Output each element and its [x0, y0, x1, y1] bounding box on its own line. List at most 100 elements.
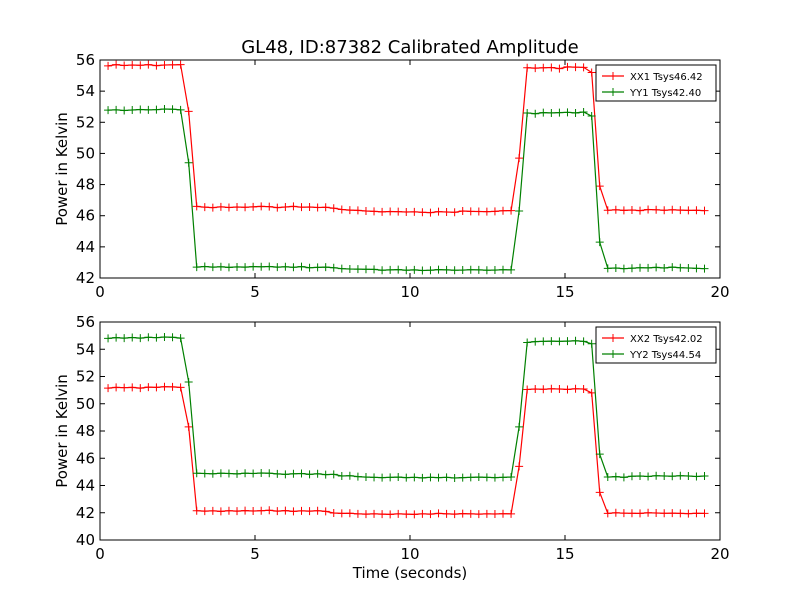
chart1-y-tick-label: 50 [76, 144, 95, 162]
chart2-series-2-point [676, 471, 685, 480]
chart1-series-2-point [555, 108, 564, 117]
chart1-series-1-point [450, 208, 459, 217]
chart2-series-1-point [539, 385, 548, 394]
chart1-series-2-point [394, 265, 403, 274]
chart1-series-1-point [668, 205, 677, 214]
chart2-series-2-point [224, 469, 233, 478]
chart1-series-1-point [563, 62, 572, 71]
chart2-series-1-point [233, 507, 242, 516]
chart2-series-1-point [152, 383, 161, 392]
chart2-legend-marker-1 [609, 334, 617, 342]
chart1-series-2-point [192, 263, 201, 272]
chart2-series-1-point [410, 510, 419, 519]
chart1-y-tick-label: 54 [76, 82, 95, 100]
chart2-series-2-point [184, 377, 193, 386]
chart1-series-1-point [603, 206, 612, 215]
chart1-y-tick-label: 46 [76, 207, 95, 225]
chart2-series-2-point [216, 469, 225, 478]
chart1-series-1-point [313, 203, 322, 212]
chart1-series-1-point [571, 63, 580, 72]
chart2-series-2-point [152, 333, 161, 342]
chart2-series-1-point [249, 506, 258, 515]
chart2-series-1-point [563, 385, 572, 394]
chart1-series-2-point [249, 262, 258, 271]
chart2-series-1-point [700, 509, 709, 518]
chart1-series-1-point [523, 63, 532, 72]
chart2-series-1-point [619, 509, 628, 518]
chart2-series-2-point [507, 473, 516, 482]
chart1-series-2-point [563, 108, 572, 117]
chart2-series-2-point [603, 473, 612, 482]
chart2-series-2-point [579, 337, 588, 346]
chart2-series-1-point [523, 385, 532, 394]
chart2-series-1-point [112, 383, 121, 392]
chart1-series-1-point [144, 60, 153, 69]
chart1-series-2-point [652, 263, 661, 272]
chart1-series-1-point [539, 63, 548, 72]
chart1-x-tick-label: 5 [250, 283, 260, 301]
chart2-series-1-point [361, 510, 370, 519]
chart1-series-1-point [627, 205, 636, 214]
chart1-series-2-point [224, 263, 233, 272]
chart1-series-2-point [120, 106, 129, 115]
chart2-series-1-point [652, 509, 661, 518]
chart1-x-tick-label: 20 [710, 283, 729, 301]
chart2-series-2-point [571, 336, 580, 345]
chart1-series-1-point [257, 202, 266, 211]
chart2-x-tick-label: 20 [710, 545, 729, 563]
chart1-series-1-point [192, 202, 201, 211]
chart2-series-1-point [668, 509, 677, 518]
chart2-series-1-point [289, 507, 298, 516]
chart2-legend-label-1: XX2 Tsys42.02 [630, 334, 703, 345]
chart2-series-1-point [555, 385, 564, 394]
chart2-series-1-point [144, 383, 153, 392]
chart2-series-2-point [499, 473, 507, 482]
chart1-series-2-point [636, 263, 645, 272]
chart2-series-1-point [579, 385, 588, 394]
chart2-series-2-point [104, 334, 113, 343]
chart2-series-2-point [482, 473, 491, 482]
chart2-series-1-point [305, 507, 314, 516]
chart2-series-2-point [474, 473, 483, 482]
chart2-series-2-point [273, 469, 282, 478]
chart1-series-2-point [273, 263, 282, 272]
chart1-series-1-point [490, 207, 499, 216]
chart1-series-1-point [112, 60, 121, 69]
chart2-series-1-point [104, 384, 113, 393]
chart1-series-1-point [515, 154, 524, 163]
chart1-legend-marker-2 [609, 88, 617, 96]
chart1-series-2-point [418, 266, 427, 275]
chart2-series-1-point [281, 506, 290, 515]
chart1-series-2-point [386, 265, 395, 274]
chart2-series-1-point [482, 509, 491, 518]
chart1-series-1-point [160, 60, 169, 69]
chart2-series-1-point [402, 510, 411, 519]
chart1-legend-label-1: XX1 Tsys46.42 [630, 72, 703, 83]
chart2-series-1-point [200, 507, 209, 516]
chart1-series-1-point [410, 207, 419, 216]
chart1-series-1-point [499, 206, 507, 215]
chart1-series-2-point [619, 264, 628, 273]
chart2-series-1-point [547, 384, 556, 393]
chart1-series-1-point [676, 206, 685, 215]
chart1-series-1-point [660, 206, 669, 215]
chart2-series-2-point [660, 471, 669, 480]
chart2-series-2-point [539, 337, 548, 346]
chart1-series-1-point [337, 205, 346, 214]
chart2-series-2-point [112, 333, 121, 342]
chart2-series-2-point [265, 469, 274, 478]
chart1-x-tick-label: 15 [555, 283, 574, 301]
chart1-series-2-point [361, 265, 370, 274]
chart1-series-1-point [289, 202, 298, 211]
chart2-series-2-point [160, 332, 169, 341]
chart2-series-1-point [571, 384, 580, 393]
chart2-y-axis-label: Power in Kelvin [53, 374, 71, 488]
chart1-series-1-point [120, 61, 129, 70]
chart2-series-2-point [627, 472, 636, 481]
chart2-series-2-point [353, 472, 362, 481]
chart2-series-1-point [386, 510, 395, 519]
chart1-series-1-point [394, 207, 403, 216]
chart1-series-1-point [265, 202, 274, 211]
chart2-series-1-point [120, 383, 129, 392]
chart1-series-1-point [644, 205, 653, 214]
